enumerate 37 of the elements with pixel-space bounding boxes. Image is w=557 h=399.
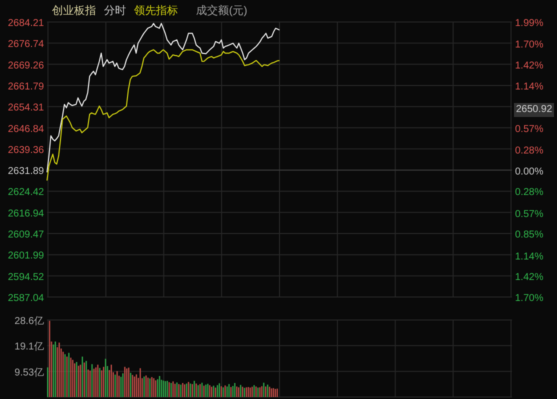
line-series — [46, 49, 280, 182]
y-tick-label: 2654.31 — [8, 102, 44, 114]
y2-tick-label: 0.57% — [515, 208, 544, 220]
text: 领先指标 — [134, 4, 178, 18]
text: 2650.92 — [514, 103, 554, 117]
y2-tick-label: 1.70% — [515, 40, 544, 51]
y-tick-label: 2661.79 — [8, 81, 44, 92]
y-tick-label: 2676.74 — [8, 39, 44, 50]
y-tick-label: 9.53亿 — [14, 367, 44, 378]
text: 成交额(元) — [196, 4, 248, 18]
y2-tick-label: 0.85% — [515, 230, 544, 241]
y-tick-label: 2601.99 — [8, 250, 44, 262]
line-series — [46, 22, 280, 173]
y-tick-label: 2616.94 — [8, 208, 44, 220]
y-tick-label: 2684.21 — [8, 18, 44, 29]
y2-tick-label: 1.99% — [515, 18, 544, 29]
y-tick-label: 2624.42 — [8, 187, 44, 198]
y2-tick-label: 0.57% — [515, 124, 544, 135]
y2-tick-label: 1.14% — [515, 81, 544, 92]
y2-tick-label: 1.42% — [515, 272, 544, 284]
chart-title: 创业板指 — [52, 4, 96, 18]
y-tick-label: 2587.04 — [8, 293, 44, 304]
y-tick-label: 2646.84 — [8, 124, 44, 135]
y-tick-label: 2669.26 — [8, 60, 44, 72]
y2-tick-label: 1.70% — [515, 293, 544, 304]
y2-tick-label: 1.14% — [515, 251, 544, 262]
y-tick-label: 2594.52 — [8, 272, 44, 283]
y2-tick-label: 1.42% — [515, 60, 544, 72]
y2-tick-label: 0.28% — [515, 187, 544, 198]
y-tick-label: 28.6亿 — [14, 316, 44, 327]
y2-tick-label: 0.28% — [515, 145, 544, 156]
y2-tick-label: 0.00% — [515, 166, 544, 178]
chart-subtitle: 分时 — [104, 4, 126, 18]
y-tick-label: 2639.36 — [8, 144, 44, 156]
y-tick-label: 19.1亿 — [14, 342, 44, 353]
y-tick-label: 2631.89 — [8, 166, 44, 178]
y-tick-label: 2609.47 — [8, 230, 44, 241]
